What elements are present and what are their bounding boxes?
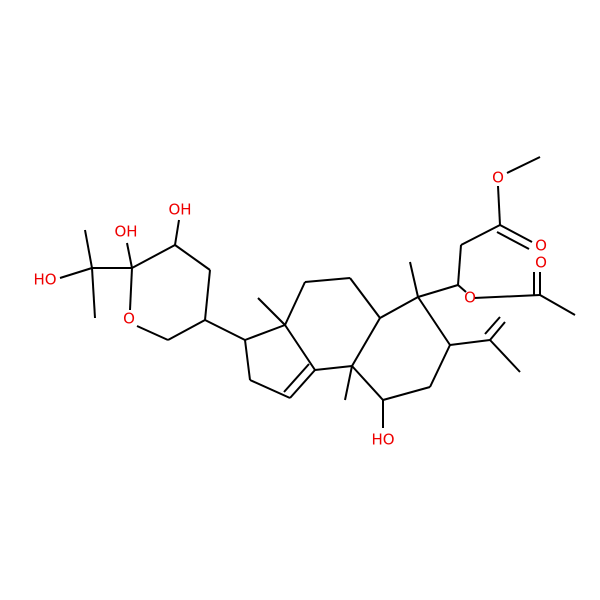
atom-label: OH <box>168 201 191 219</box>
atom-label: O <box>123 310 135 328</box>
atom-label: OH <box>114 223 137 241</box>
atom-label: HO <box>371 431 394 449</box>
atom-label: O <box>535 237 547 255</box>
bonds <box>59 156 576 428</box>
atom-label: O <box>535 254 547 272</box>
atom-label: O <box>464 289 476 307</box>
atom-label: HO <box>33 271 56 289</box>
atom-label: O <box>492 169 504 187</box>
